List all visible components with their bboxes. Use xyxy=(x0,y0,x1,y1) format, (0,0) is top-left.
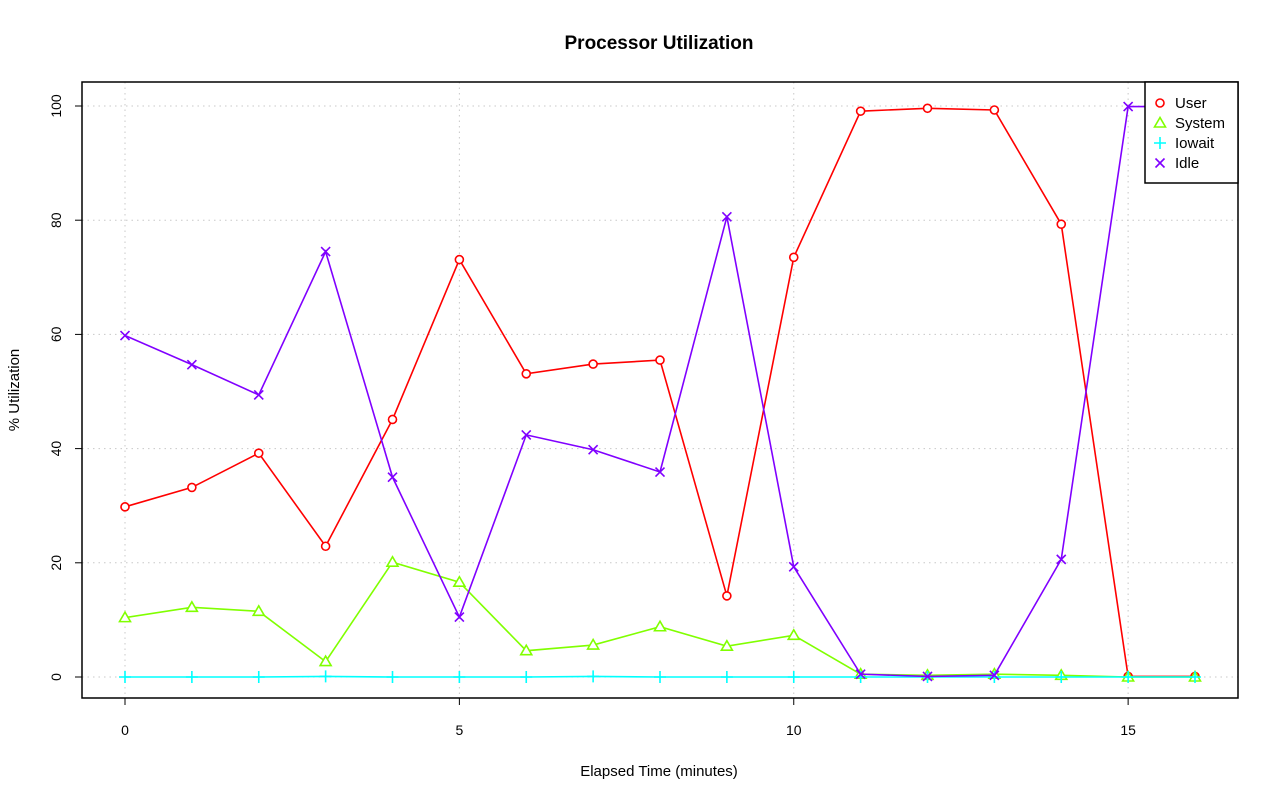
point-user xyxy=(922,103,933,114)
legend-label-user: User xyxy=(1175,95,1207,112)
x-tick-label: 10 xyxy=(786,722,802,738)
chart-title: Processor Utilization xyxy=(565,33,754,54)
point-iowait xyxy=(520,671,533,683)
point-system xyxy=(719,639,734,651)
point-iowait xyxy=(654,671,666,683)
point-iowait xyxy=(386,671,399,683)
legend-marker-idle xyxy=(1154,157,1166,169)
point-iowait xyxy=(453,671,466,683)
point-system xyxy=(653,619,667,632)
y-tick-label: 20 xyxy=(48,555,64,571)
point-idle xyxy=(186,359,197,370)
legend-marker-system xyxy=(1153,115,1167,128)
point-idle xyxy=(119,330,131,341)
y-tick-label: 60 xyxy=(48,326,64,342)
legend-marker-user xyxy=(1155,98,1165,108)
point-system xyxy=(519,643,534,656)
point-iowait xyxy=(988,671,1001,683)
legend-label-idle: Idle xyxy=(1175,155,1199,172)
point-user xyxy=(855,106,866,116)
point-iowait xyxy=(1055,671,1068,683)
legend-label-iowait: Iowait xyxy=(1175,135,1215,152)
axes: 0 5 10 15 0 20 40 60 80 100 xyxy=(48,81,1239,738)
point-user xyxy=(454,254,465,265)
point-iowait xyxy=(1122,671,1135,683)
point-idle xyxy=(521,429,532,440)
series-line-system xyxy=(124,561,1195,678)
point-idle xyxy=(588,444,599,455)
point-iowait xyxy=(1189,671,1201,683)
series-system xyxy=(118,555,1202,682)
point-idle xyxy=(788,561,799,572)
point-user xyxy=(788,252,799,263)
x-axis-label: Elapsed Time (minutes) xyxy=(580,763,738,780)
point-iowait xyxy=(319,670,332,683)
x-tick-label: 0 xyxy=(121,722,129,738)
point-system xyxy=(385,555,400,568)
y-tick-label: 40 xyxy=(48,441,64,457)
grid-lines xyxy=(82,82,1238,698)
point-system xyxy=(184,600,199,613)
point-idle xyxy=(1123,101,1134,112)
point-idle xyxy=(654,466,666,478)
point-user xyxy=(120,502,130,512)
point-system xyxy=(118,610,132,623)
point-idle xyxy=(454,611,465,623)
point-user xyxy=(722,591,732,601)
point-iowait xyxy=(185,671,198,683)
point-idle xyxy=(387,472,398,483)
point-iowait xyxy=(119,671,131,683)
point-idle xyxy=(1056,554,1067,565)
point-iowait xyxy=(587,670,600,683)
x-tick-label: 5 xyxy=(455,722,463,738)
series-layer xyxy=(118,101,1202,683)
point-iowait xyxy=(720,671,733,683)
legend-marker-iowait xyxy=(1154,137,1166,149)
point-iowait xyxy=(787,671,800,683)
point-idle xyxy=(320,246,331,257)
point-user xyxy=(320,541,331,552)
point-idle xyxy=(855,669,866,680)
point-idle xyxy=(253,389,264,400)
point-iowait xyxy=(252,671,265,683)
point-user xyxy=(521,368,532,379)
point-user xyxy=(989,105,1000,115)
y-tick-label: 100 xyxy=(48,94,64,118)
legend-label-system: System xyxy=(1175,115,1225,132)
point-system xyxy=(786,628,801,641)
plot-frame xyxy=(81,81,1239,699)
point-idle xyxy=(922,671,933,682)
point-user xyxy=(655,355,665,365)
point-system xyxy=(251,604,266,617)
point-user xyxy=(588,359,598,369)
series-line-idle xyxy=(124,105,1195,678)
y-tick-label: 80 xyxy=(48,212,64,228)
point-user xyxy=(387,414,398,425)
series-line-user xyxy=(124,107,1195,678)
point-user xyxy=(253,448,264,458)
point-system xyxy=(452,575,467,588)
series-iowait xyxy=(119,670,1201,683)
point-system xyxy=(586,637,601,650)
point-idle xyxy=(721,211,732,222)
point-user xyxy=(187,482,197,493)
series-user xyxy=(120,103,1200,682)
legend: User System Iowait Idle xyxy=(1144,81,1239,184)
point-idle xyxy=(989,670,1000,681)
x-tick-label: 15 xyxy=(1120,722,1136,738)
y-tick-label: 0 xyxy=(48,673,64,681)
point-system xyxy=(318,654,333,667)
point-user xyxy=(1056,219,1067,229)
series-idle xyxy=(119,101,1201,682)
y-axis-label: % Utilization xyxy=(6,349,23,432)
